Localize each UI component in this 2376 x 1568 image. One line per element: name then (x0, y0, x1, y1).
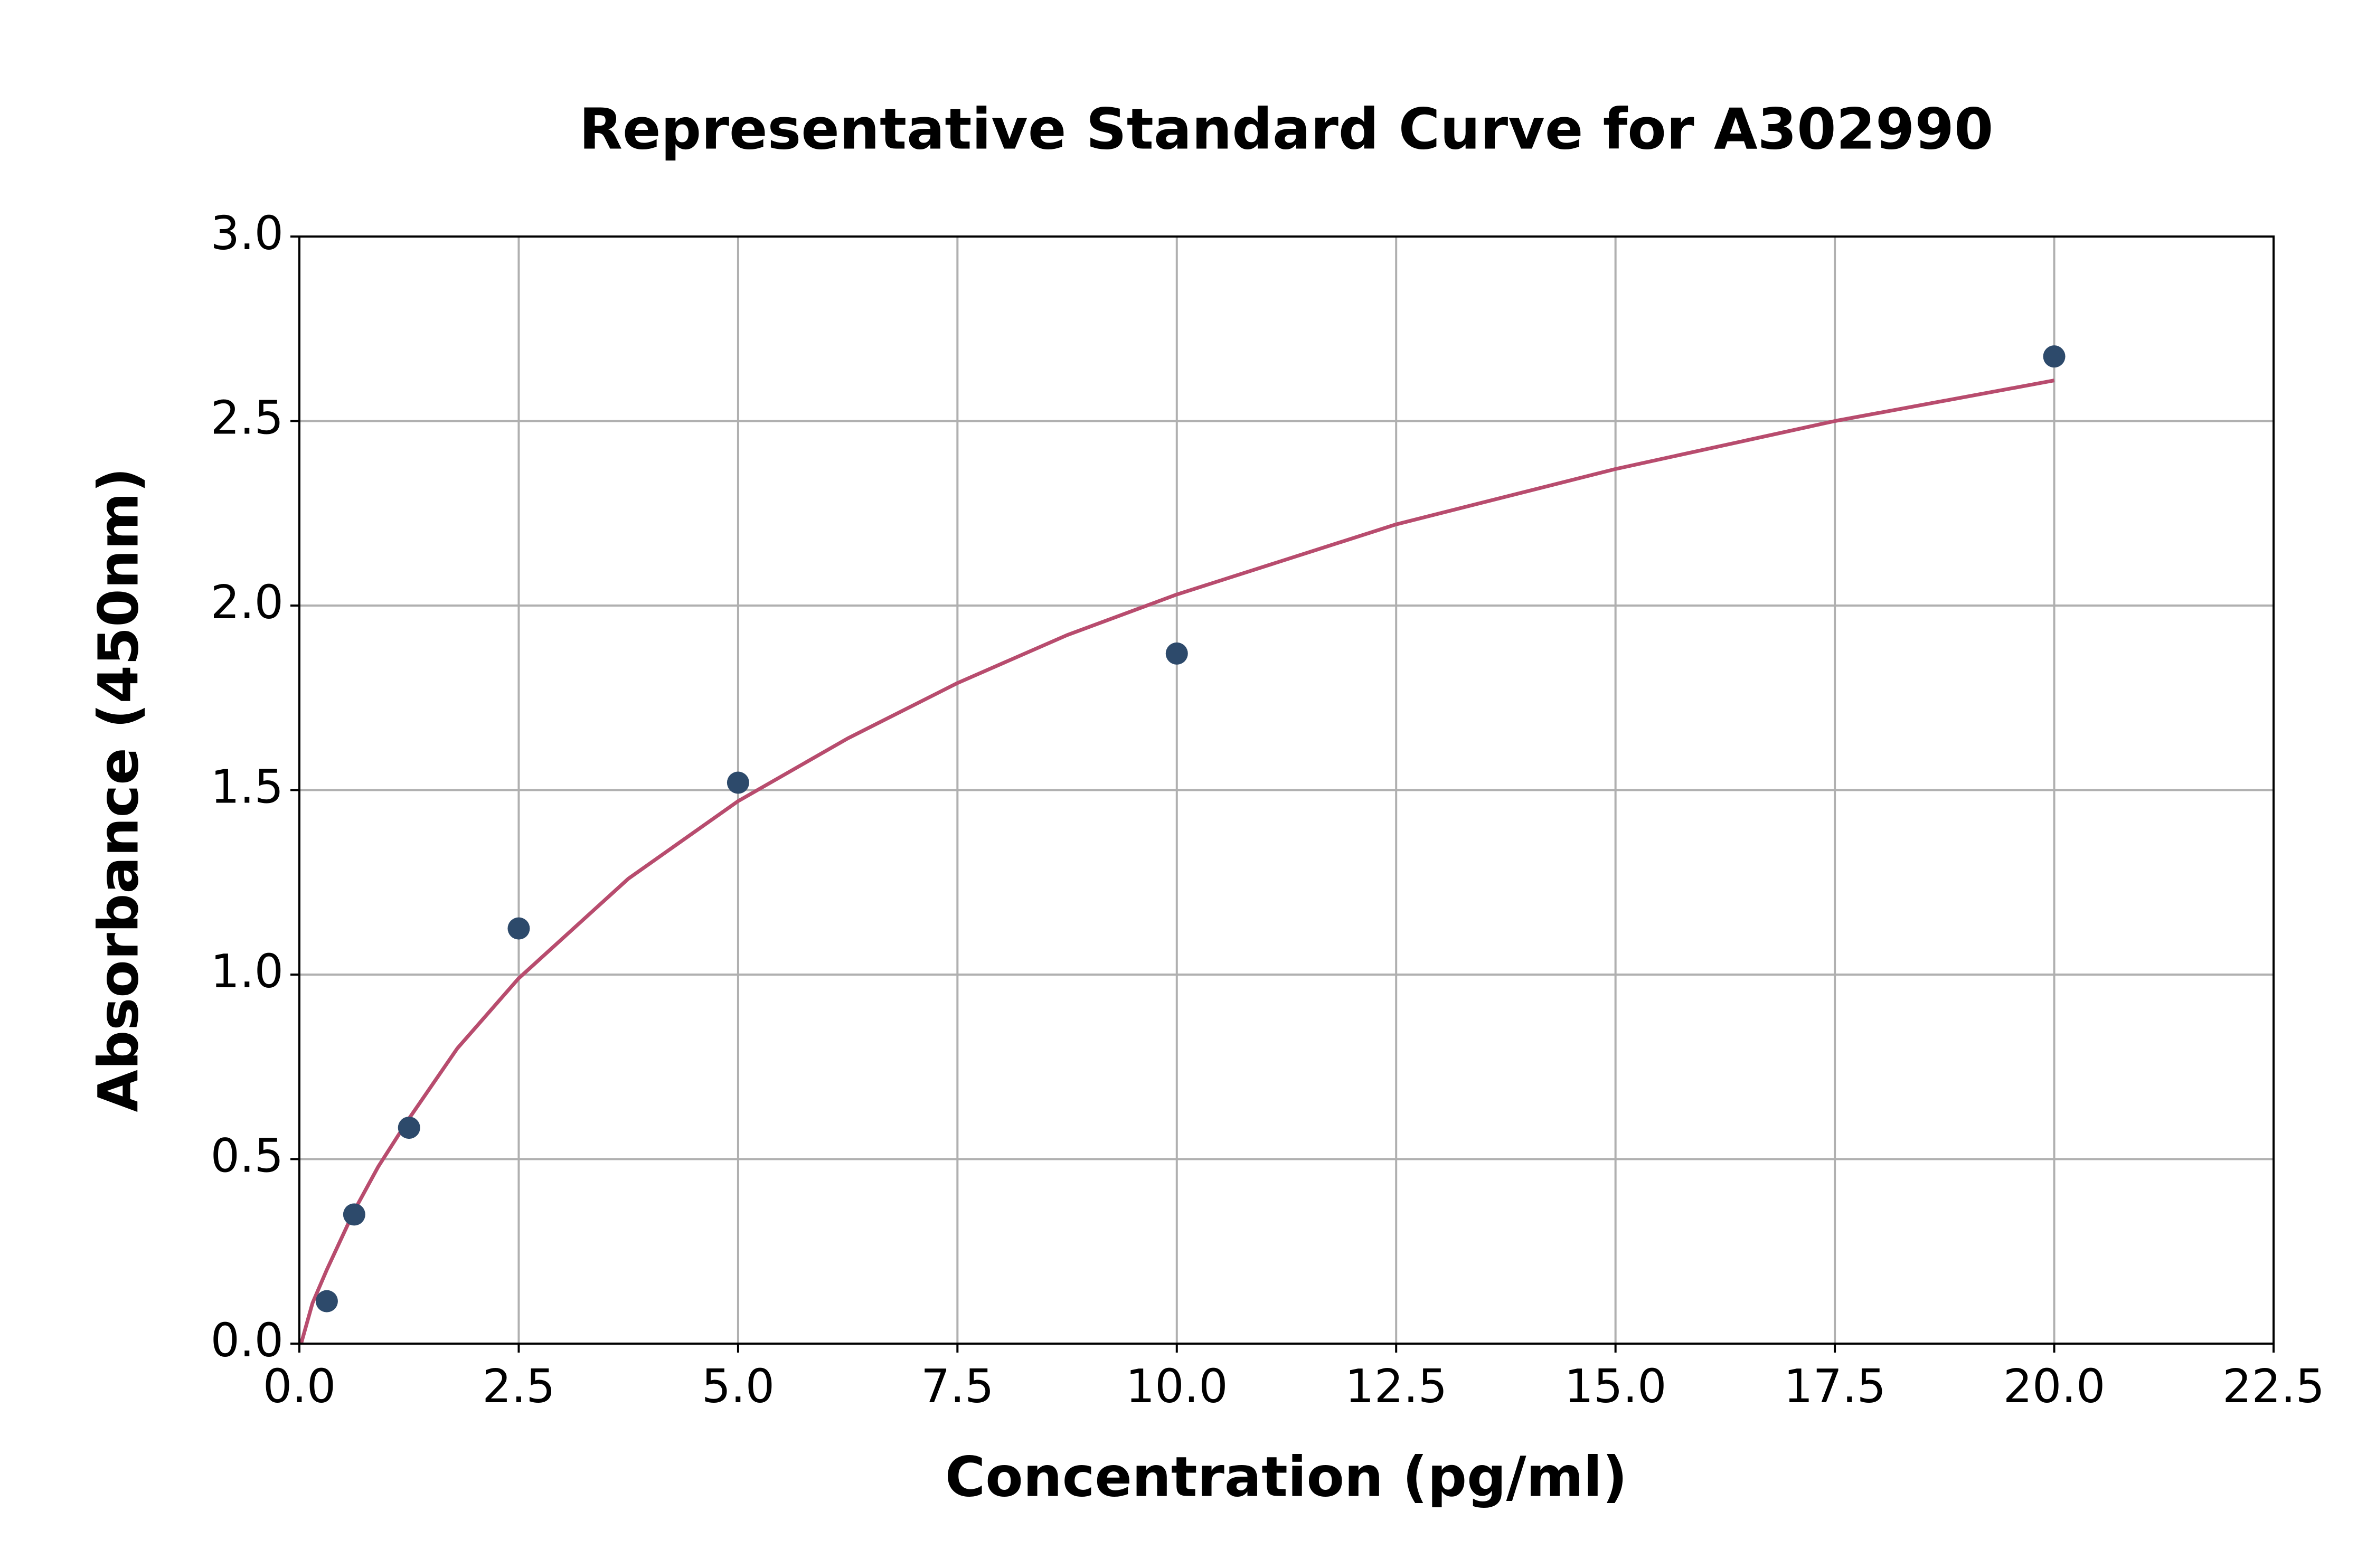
data-point (507, 917, 530, 940)
y-tick-label: 0.0 (211, 1314, 284, 1367)
x-tick-label: 7.5 (921, 1359, 994, 1413)
y-axis-label: Absorbance (450nm) (86, 467, 150, 1112)
y-tick-label: 2.5 (211, 391, 284, 445)
y-tick-label: 3.0 (211, 206, 284, 260)
x-tick-label: 17.5 (1784, 1359, 1886, 1413)
data-point (398, 1117, 420, 1139)
data-point (2043, 345, 2066, 368)
x-tick-label: 12.5 (1345, 1359, 1447, 1413)
y-tick-label: 0.5 (211, 1129, 284, 1183)
y-tick-label: 1.5 (211, 760, 284, 814)
data-point (727, 771, 749, 794)
chart-title: Representative Standard Curve for A30299… (579, 97, 1994, 162)
x-tick-label: 15.0 (1564, 1359, 1667, 1413)
y-tick-label: 1.0 (211, 944, 284, 998)
data-point (1165, 642, 1188, 665)
x-axis-label: Concentration (pg/ml) (945, 1444, 1627, 1509)
x-tick-label: 0.0 (263, 1359, 336, 1413)
data-point (343, 1203, 365, 1226)
x-tick-label: 22.5 (2222, 1359, 2325, 1413)
x-tick-label: 2.5 (482, 1359, 555, 1413)
plot-frame (298, 235, 2275, 1345)
y-tick-label: 2.0 (211, 575, 284, 629)
x-tick-label: 10.0 (1126, 1359, 1228, 1413)
data-point (315, 1290, 338, 1312)
x-tick-label: 5.0 (702, 1359, 775, 1413)
x-tick-label: 20.0 (2003, 1359, 2106, 1413)
